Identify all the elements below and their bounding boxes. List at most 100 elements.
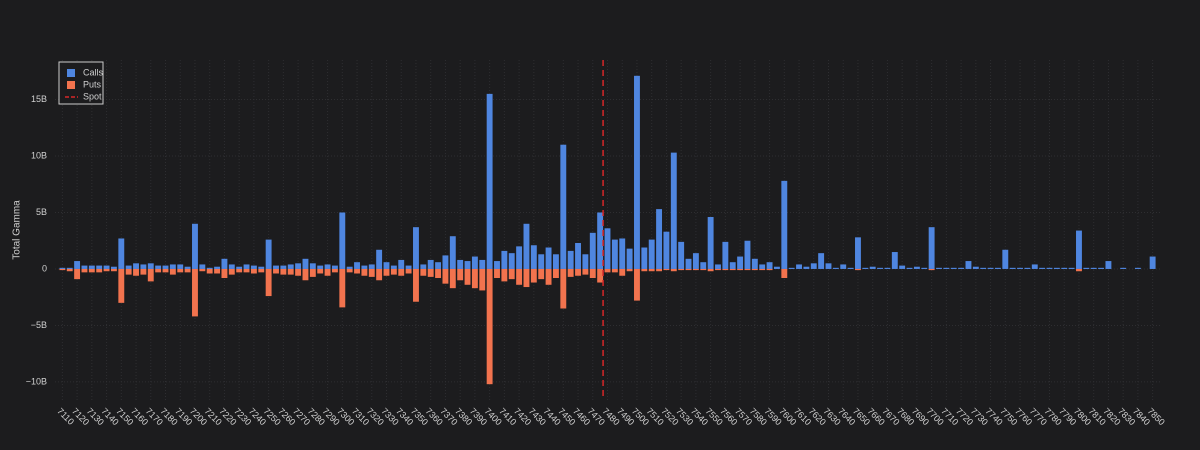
bar: [162, 268, 169, 273]
bar: [523, 223, 530, 269]
bar: [317, 268, 324, 274]
bar: [722, 241, 729, 269]
bar: [228, 264, 235, 269]
bar: [508, 268, 515, 280]
bar: [169, 268, 176, 275]
bar: [346, 266, 353, 269]
bar: [88, 265, 95, 269]
bar: [324, 268, 331, 276]
bar: [383, 262, 390, 269]
bar: [855, 268, 861, 271]
bar: [206, 267, 213, 269]
bar: [96, 268, 103, 273]
bar: [648, 268, 655, 272]
bar: [641, 247, 648, 269]
bar: [692, 268, 699, 271]
bar: [729, 262, 736, 269]
bar: [560, 268, 567, 309]
bar: [140, 264, 147, 269]
bar: [832, 267, 839, 269]
bar: [74, 261, 81, 269]
bar: [214, 266, 221, 269]
bar: [1076, 268, 1082, 272]
bar: [192, 268, 198, 317]
bar: [913, 266, 920, 269]
bar: [287, 264, 294, 269]
bar: [74, 268, 81, 280]
bar: [125, 265, 132, 269]
bar: [295, 263, 302, 269]
bar: [184, 266, 191, 269]
bar: [133, 263, 139, 269]
bar: [1083, 267, 1090, 269]
bar: [729, 268, 736, 271]
bar: [670, 268, 677, 272]
bar: [420, 268, 427, 276]
bar: [516, 246, 523, 269]
bar: [987, 267, 994, 269]
bar: [479, 268, 486, 291]
bar: [427, 268, 434, 277]
bar: [471, 268, 478, 289]
bar: [943, 267, 950, 269]
y-tick-label: −5B: [31, 320, 47, 330]
bar: [663, 231, 670, 269]
bar: [317, 265, 324, 269]
bar: [700, 268, 707, 271]
bar: [766, 262, 773, 269]
bar: [670, 152, 677, 269]
bar: [471, 256, 478, 269]
bar: [169, 264, 176, 269]
bar: [486, 93, 493, 269]
bar: [110, 266, 117, 269]
bar: [273, 265, 279, 269]
bar: [597, 268, 604, 283]
bar: [59, 267, 66, 269]
y-tick-label: 0: [42, 263, 47, 273]
bar: [744, 240, 751, 269]
bar: [818, 253, 825, 269]
bar: [921, 267, 928, 269]
bar: [656, 268, 663, 272]
bar: [442, 268, 449, 284]
bar: [405, 268, 412, 274]
bar: [346, 268, 353, 273]
legend-label: Calls: [83, 67, 104, 77]
bar: [324, 264, 331, 269]
bar: [619, 238, 626, 269]
bar: [398, 268, 405, 276]
bar: [862, 267, 869, 269]
bar: [582, 268, 589, 275]
bar: [707, 217, 714, 269]
bar: [199, 264, 206, 269]
bar: [501, 268, 508, 282]
legend-swatch: [67, 69, 75, 77]
bar: [118, 238, 125, 269]
bar: [442, 255, 449, 269]
bar: [1120, 267, 1127, 269]
bar: [855, 237, 861, 269]
bar: [192, 223, 198, 269]
bar: [140, 268, 147, 275]
bar: [339, 268, 346, 308]
bar: [354, 262, 360, 269]
bar: [1105, 261, 1112, 269]
legend-label: Spot: [83, 91, 102, 101]
bar: [788, 267, 795, 269]
bar: [737, 256, 744, 269]
bar: [81, 268, 88, 273]
bar: [339, 212, 346, 269]
bar: [840, 264, 847, 269]
bar: [626, 268, 633, 272]
bar: [715, 264, 721, 269]
bar: [103, 265, 110, 269]
bar: [884, 267, 891, 269]
bar: [479, 259, 486, 269]
bar: [685, 258, 692, 269]
bar: [582, 254, 589, 269]
bar: [685, 268, 692, 271]
bar: [243, 268, 250, 273]
bar: [575, 242, 581, 269]
bar: [361, 268, 368, 276]
bar: [1076, 230, 1082, 269]
